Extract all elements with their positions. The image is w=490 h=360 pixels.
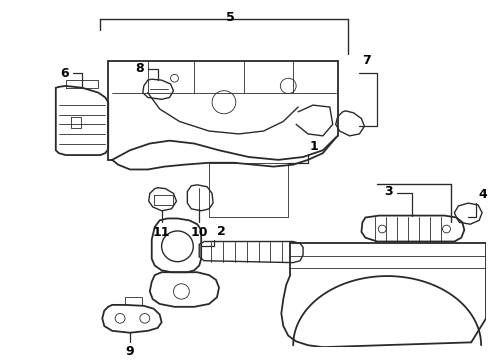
Text: 5: 5 bbox=[226, 11, 235, 24]
Text: 7: 7 bbox=[363, 54, 371, 67]
Text: 10: 10 bbox=[191, 226, 208, 239]
Text: 1: 1 bbox=[310, 140, 319, 153]
Text: 2: 2 bbox=[217, 225, 226, 238]
Text: 3: 3 bbox=[385, 185, 393, 198]
Text: 8: 8 bbox=[135, 62, 144, 75]
Text: 11: 11 bbox=[153, 226, 171, 239]
Text: 6: 6 bbox=[60, 67, 69, 80]
Text: 4: 4 bbox=[478, 188, 487, 201]
Text: 9: 9 bbox=[125, 345, 134, 358]
